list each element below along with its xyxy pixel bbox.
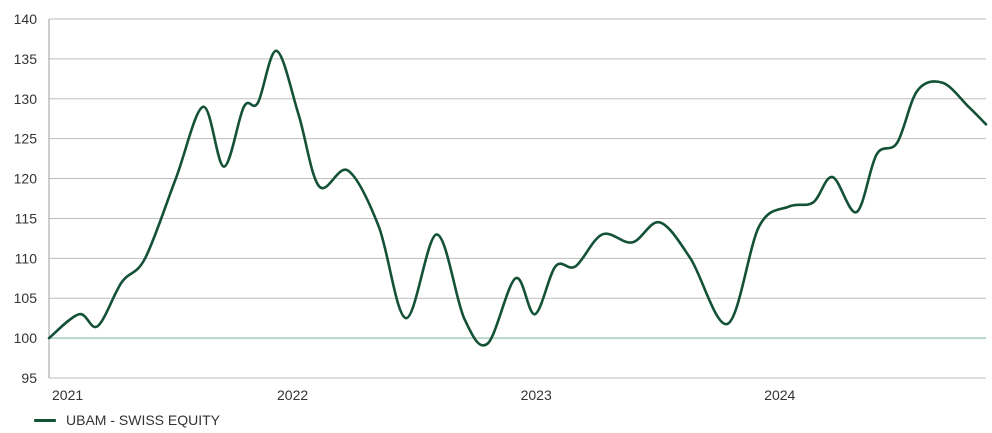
y-tick-label: 120 — [14, 171, 38, 187]
y-tick-label: 130 — [14, 91, 38, 107]
y-tick-label: 105 — [14, 290, 38, 306]
y-tick-label: 110 — [15, 250, 38, 266]
x-tick-label: 2022 — [277, 387, 308, 403]
legend-swatch — [34, 418, 56, 422]
legend: UBAM - SWISS EQUITY — [34, 412, 220, 428]
legend-label: UBAM - SWISS EQUITY — [66, 412, 221, 428]
y-tick-label: 125 — [14, 131, 38, 147]
y-tick-label: 115 — [15, 210, 38, 226]
x-tick-labels: 2021 2022 2023 2024 — [52, 387, 796, 403]
y-tick-label: 95 — [21, 370, 37, 386]
y-tick-labels: 95 100 105 110 115 120 125 130 135 140 — [14, 11, 38, 386]
series-line-ubam-swiss-equity — [47, 49, 988, 347]
y-tick-label: 140 — [14, 11, 38, 27]
y-tick-label: 135 — [14, 51, 38, 67]
y-tick-label: 100 — [14, 330, 38, 346]
x-tick-label: 2023 — [521, 387, 552, 403]
x-tick-label: 2021 — [52, 387, 83, 403]
x-tick-label: 2024 — [764, 387, 795, 403]
